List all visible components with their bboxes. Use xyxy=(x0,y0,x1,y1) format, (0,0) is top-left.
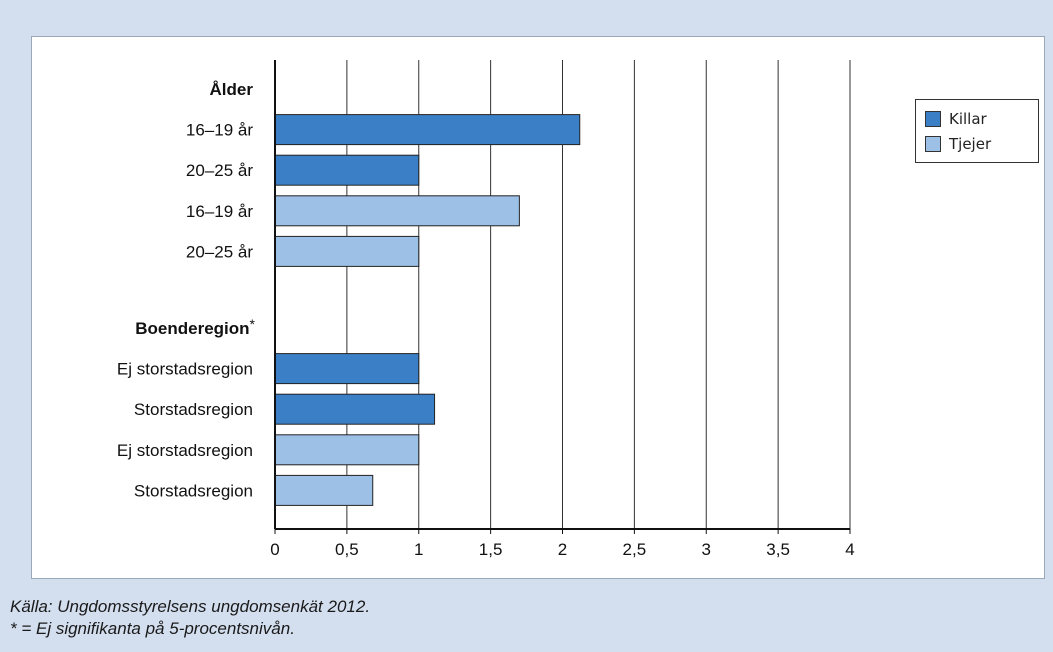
category-label: 16–19 år xyxy=(186,202,253,221)
bar-tjejer xyxy=(274,474,374,506)
group-heading: Ålder xyxy=(210,80,254,99)
category-label: 20–25 år xyxy=(186,161,253,180)
category-label: Storstadsregion xyxy=(134,400,253,419)
bar-tjejer xyxy=(274,235,420,267)
category-label: 16–19 år xyxy=(186,121,253,140)
chart-legend: Killar Tjejer xyxy=(915,99,1039,163)
legend-swatch-killar xyxy=(925,111,941,127)
x-tick-label: 0,5 xyxy=(335,540,359,559)
category-label: Ej storstadsregion xyxy=(117,360,253,379)
x-tick-label: 0 xyxy=(270,540,279,559)
legend-item-killar: Killar xyxy=(925,109,987,129)
x-tick-label: 4 xyxy=(845,540,854,559)
bar-chart: Ålder 16–19 år 20–25 år 16–19 år 20–25 år Boe… xyxy=(117,60,855,559)
legend-label-tjejer: Tjejer xyxy=(949,135,992,153)
bar-killar xyxy=(274,114,581,146)
legend-label-killar: Killar xyxy=(949,110,987,128)
bar-tjejer xyxy=(274,195,520,227)
x-tick-label: 3,5 xyxy=(766,540,790,559)
x-tick-label: 1,5 xyxy=(479,540,503,559)
chart-panel: Ålder 16–19 år 20–25 år 16–19 år 20–25 år Boe… xyxy=(31,36,1045,579)
category-label: Ej storstadsregion xyxy=(117,441,253,460)
bar-killar xyxy=(274,393,436,425)
x-tick-label: 1 xyxy=(414,540,423,559)
legend-swatch-tjejer xyxy=(925,136,941,152)
significance-note: * = Ej signifikanta på 5-procentsnivån. xyxy=(10,619,295,638)
bar-killar xyxy=(274,154,420,186)
category-label: Storstadsregion xyxy=(134,481,253,500)
x-tick-label: 3 xyxy=(702,540,711,559)
x-tick-label: 2,5 xyxy=(623,540,647,559)
category-label: 20–25 år xyxy=(186,242,253,261)
bar-tjejer xyxy=(274,434,420,466)
group-heading: Boenderegion* xyxy=(135,316,255,338)
legend-item-tjejer: Tjejer xyxy=(925,134,991,154)
source-note: Källa: Ungdomsstyrelsens ungdomsenkät 20… xyxy=(10,597,371,616)
bar-killar xyxy=(274,353,420,385)
x-tick-label: 2 xyxy=(558,540,567,559)
